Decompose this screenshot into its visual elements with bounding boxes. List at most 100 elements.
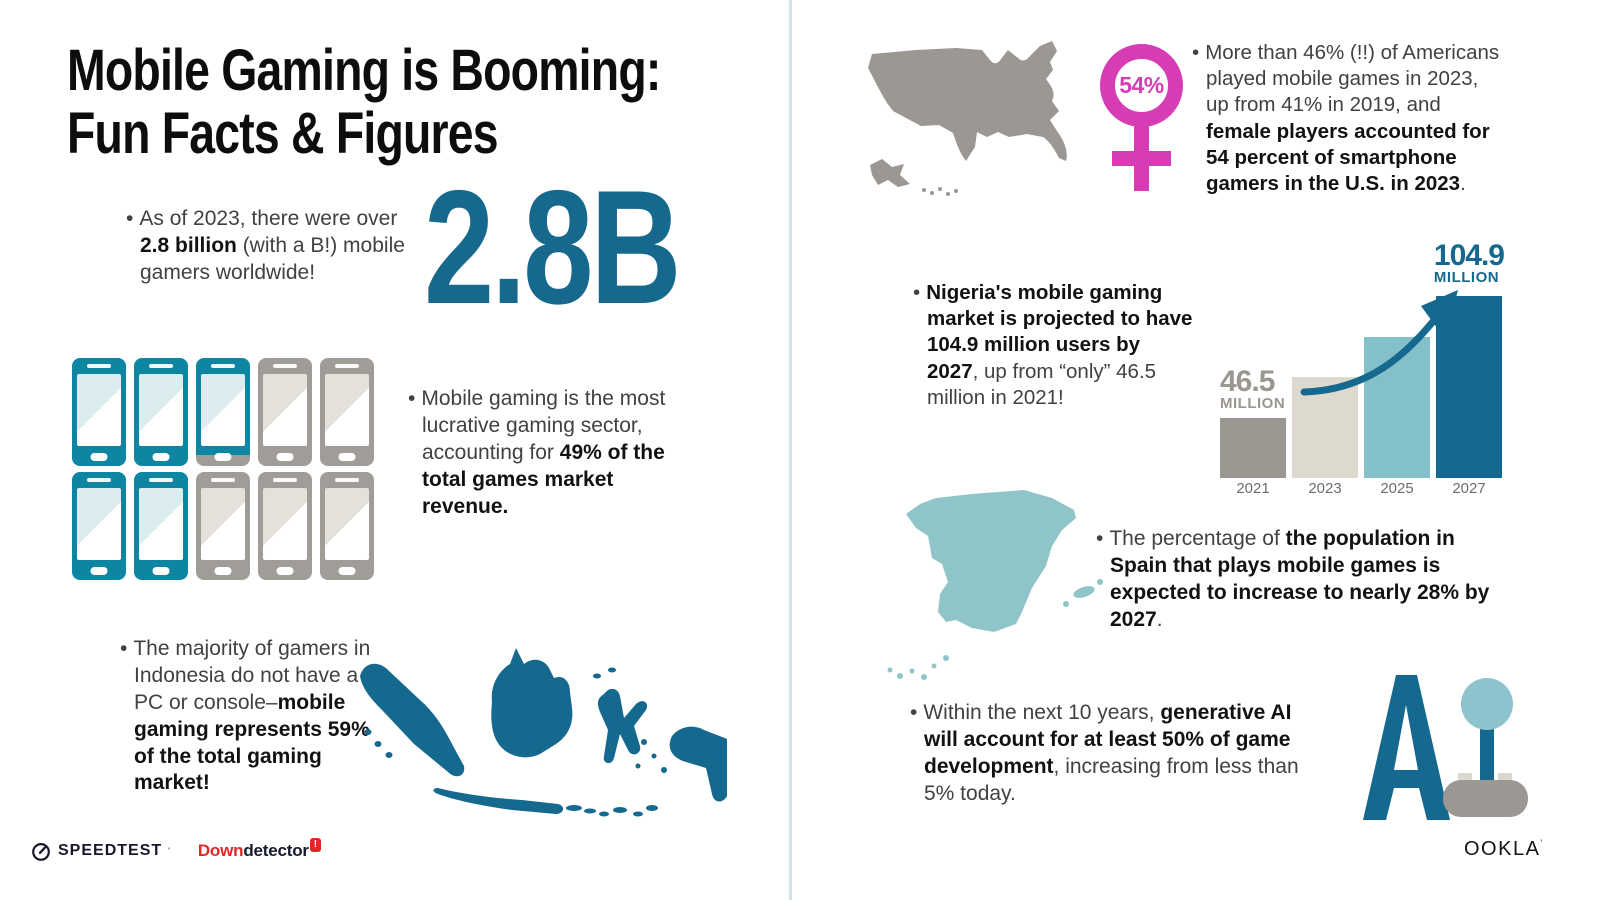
fact-spain: • The percentage of the population in Spa… bbox=[1096, 526, 1510, 634]
speedtest-logo: SPEEDTEST ' bbox=[30, 840, 170, 862]
fact-usa: • More than 46% (!!) of Americans played … bbox=[1192, 40, 1506, 197]
phone-home-button bbox=[276, 453, 294, 461]
phone-home-button bbox=[90, 567, 108, 575]
fact-spain-text: The percentage of bbox=[1109, 527, 1286, 550]
phone-icon bbox=[196, 472, 250, 580]
speedtest-wordmark: SPEEDTEST bbox=[58, 842, 163, 859]
growth-arrow-icon bbox=[1300, 290, 1458, 396]
joystick-button bbox=[1458, 773, 1472, 781]
fact-indonesia: • The majority of gamers in Indonesia do … bbox=[120, 636, 382, 797]
chart-label-low: 46.5 MILLION bbox=[1220, 365, 1286, 412]
phone-speaker bbox=[149, 364, 173, 368]
indonesia-map bbox=[360, 648, 727, 817]
chart-label-high: 104.9 MILLION bbox=[1433, 239, 1505, 286]
bullet-icon: • bbox=[1096, 527, 1104, 550]
fact-nigeria-post: , up from “only” 46.5 million in 2021! bbox=[927, 359, 1157, 409]
letter-a-icon bbox=[1363, 675, 1450, 820]
ai-joystick-graphic bbox=[1330, 653, 1565, 823]
phone-speaker bbox=[149, 478, 173, 482]
phone-home-button bbox=[152, 453, 170, 461]
bullet-icon: • bbox=[1192, 41, 1200, 64]
downdetector-down: Down bbox=[197, 841, 244, 860]
female-ring: 54% bbox=[1100, 44, 1183, 127]
fact-gamers-post: (with a B!) mobile gamers worldwide! bbox=[140, 233, 405, 284]
fact-ai-bold: generative AI will account for at least … bbox=[924, 701, 1292, 778]
phone-screen bbox=[263, 374, 307, 446]
chart-year-label: 2023 bbox=[1308, 480, 1342, 497]
phone-screen bbox=[325, 374, 369, 446]
footer-logos: SPEEDTEST ' Downdetector! bbox=[30, 838, 321, 862]
phone-speaker bbox=[273, 364, 297, 368]
bullet-icon: • bbox=[913, 281, 921, 304]
fact-indonesia-text: The majority of gamers in Indonesia do n… bbox=[133, 637, 371, 714]
fact-ai-post: , increasing from less than 5% today. bbox=[924, 754, 1299, 805]
fact-usa-post: . bbox=[1460, 172, 1466, 196]
phone-screen bbox=[201, 374, 245, 446]
female-symbol-icon: 54% bbox=[1100, 44, 1190, 194]
phone-icon bbox=[72, 472, 126, 580]
fact-gamers-text: As of 2023, there were over bbox=[139, 207, 398, 230]
phone-home-button bbox=[90, 453, 108, 461]
fact-usa-bold: female players accounted for 54 percent … bbox=[1206, 119, 1490, 196]
phone-icon bbox=[258, 472, 312, 580]
bullet-icon: • bbox=[120, 637, 128, 660]
phone-speaker bbox=[87, 364, 111, 368]
speedtest-gauge-icon bbox=[32, 843, 50, 861]
phone-speaker bbox=[211, 478, 235, 482]
chart-bar-2021 bbox=[1220, 418, 1286, 478]
phone-speaker bbox=[87, 478, 111, 482]
trademark-mark: ' bbox=[168, 846, 170, 856]
phone-icon bbox=[134, 472, 188, 580]
big-stat-2-8b: 2.8B bbox=[424, 157, 682, 338]
phone-icon bbox=[134, 358, 188, 466]
phone-screen bbox=[139, 488, 183, 560]
chart-label-high-unit: MILLION bbox=[1433, 268, 1500, 286]
bullet-icon: • bbox=[910, 701, 918, 724]
trademark-mark: ' bbox=[1540, 838, 1544, 848]
phone-speaker bbox=[335, 364, 359, 368]
fact-usa-text: More than 46% (!!) of Americans played m… bbox=[1205, 41, 1500, 117]
fact-nigeria-bold: Nigeria's mobile gaming market is projec… bbox=[926, 281, 1193, 383]
chart-year-label: 2027 bbox=[1452, 480, 1486, 497]
fact-gamers-bold: 2.8 billion bbox=[140, 233, 237, 257]
page-title: Mobile Gaming is Booming: Fun Facts & Fi… bbox=[67, 38, 661, 166]
phone-screen bbox=[139, 374, 183, 446]
chart-year-label: 2025 bbox=[1380, 480, 1414, 497]
phone-home-button bbox=[214, 453, 232, 461]
phone-icon bbox=[72, 358, 126, 466]
fact-spain-bold: the population in Spain that plays mobil… bbox=[1110, 527, 1490, 631]
phone-screen bbox=[325, 488, 369, 560]
chart-label-low-value: 46.5 bbox=[1220, 365, 1275, 398]
phone-screen bbox=[201, 488, 245, 560]
phone-screen bbox=[77, 374, 121, 446]
phone-home-button bbox=[276, 567, 294, 575]
joystick-stem bbox=[1480, 726, 1494, 786]
phone-home-button bbox=[338, 567, 356, 575]
chart-label-high-value: 104.9 bbox=[1433, 239, 1505, 272]
phone-icon bbox=[196, 358, 250, 466]
title-line-1: Mobile Gaming is Booming: bbox=[67, 38, 661, 103]
fact-ai: • Within the next 10 years, generative AI… bbox=[910, 700, 1322, 808]
exclamation-badge-icon: ! bbox=[309, 838, 321, 852]
fact-ai-text: Within the next 10 years, bbox=[923, 701, 1161, 724]
phone-speaker bbox=[273, 478, 297, 482]
fact-revenue-text: Mobile gaming is the most lucrative gami… bbox=[421, 387, 666, 464]
joystick-base bbox=[1443, 780, 1528, 817]
downdetector-detector: detector bbox=[243, 841, 309, 860]
phone-screen bbox=[77, 488, 121, 560]
chart-year-label: 2021 bbox=[1236, 480, 1270, 497]
female-crossbar bbox=[1112, 151, 1171, 166]
bullet-icon: • bbox=[126, 207, 134, 230]
fact-indonesia-bold: mobile gaming represents 59% of the tota… bbox=[134, 690, 370, 795]
phone-icon bbox=[320, 358, 374, 466]
phone-speaker bbox=[211, 364, 235, 368]
fact-revenue: • Mobile gaming is the most lucrative gam… bbox=[408, 386, 670, 520]
phone-screen bbox=[263, 488, 307, 560]
phone-icon bbox=[258, 358, 312, 466]
ookla-logo: OOKLA' bbox=[1464, 838, 1544, 861]
chart-label-low-unit: MILLION bbox=[1220, 394, 1286, 412]
title-line-2: Fun Facts & Figures bbox=[67, 100, 499, 166]
downdetector-logo: Downdetector! bbox=[197, 838, 321, 861]
nigeria-users-bar-chart: 46.5 MILLION 104.9 MILLION 2021 2023 2025 2… bbox=[1218, 241, 1518, 500]
